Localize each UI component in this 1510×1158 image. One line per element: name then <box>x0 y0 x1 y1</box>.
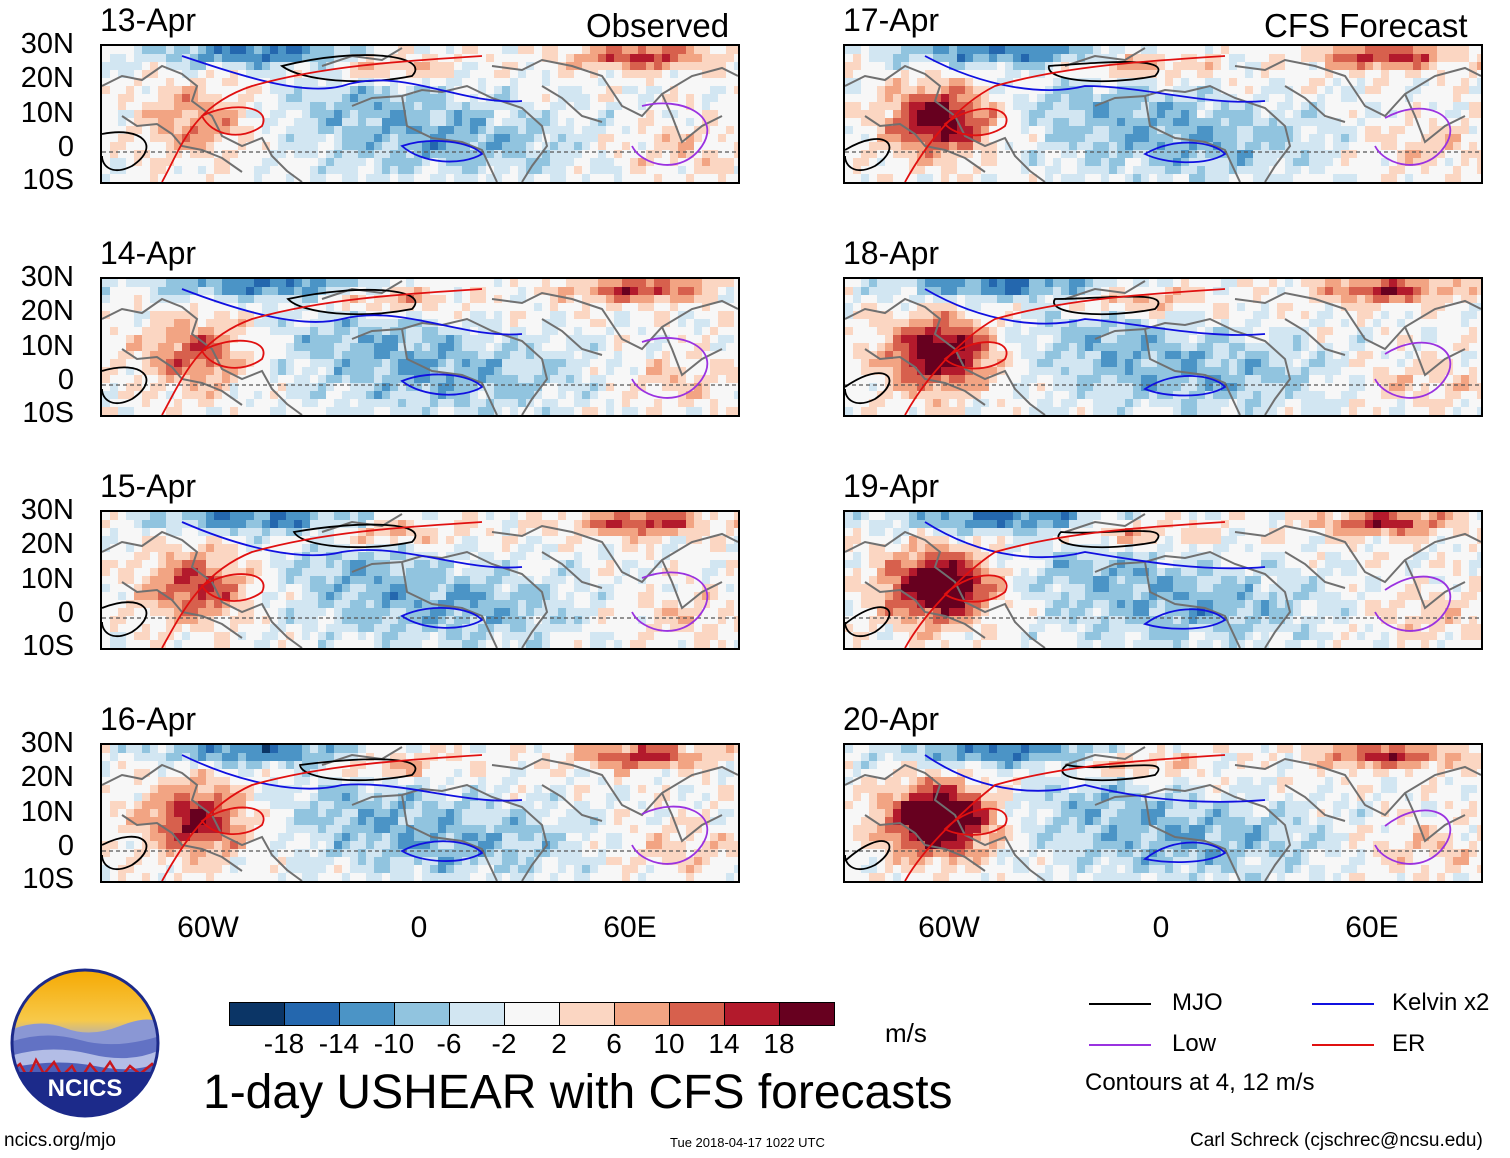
lat-label-row4-3: 10N <box>20 796 74 828</box>
lat-label-row3-3: 10N <box>20 563 74 595</box>
colorbar-swatch-11 <box>779 1002 835 1026</box>
colorbar-tick-8: 10 <box>653 1028 685 1059</box>
map-panel-right-4 <box>843 743 1483 883</box>
lat-label-row1-3: 10N <box>20 97 74 129</box>
lat-label-row3-5: 10S <box>22 630 74 662</box>
colorbar-tick-2: -14 <box>318 1028 360 1059</box>
colorbar-swatch-1 <box>229 1002 285 1026</box>
lat-label-row1-2: 20N <box>20 62 74 94</box>
lat-label-row1-4: 0 <box>57 131 74 163</box>
legend-label-low: Low <box>1172 1030 1217 1057</box>
forecast-header: CFS Forecast <box>1264 7 1468 44</box>
legend-label-mjo: MJO <box>1172 989 1223 1016</box>
figure-title: 1-day USHEAR with CFS forecasts <box>203 1066 953 1119</box>
footer-timestamp: Tue 2018-04-17 1022 UTC <box>670 1135 825 1150</box>
lat-label-row1-5: 10S <box>22 164 74 196</box>
colorbar-tick-7: 6 <box>606 1028 622 1059</box>
map-panel-right-2 <box>843 277 1483 417</box>
colorbar-tick-1: -18 <box>263 1028 305 1059</box>
footer-url: ncics.org/mjo <box>4 1130 116 1151</box>
footer-author: Carl Schreck (cjschrec@ncsu.edu) <box>1190 1130 1483 1151</box>
legend-label-kelvin: Kelvin x2 <box>1392 989 1490 1016</box>
colorbar-swatch-8 <box>614 1002 670 1026</box>
lon-label-right-0: 0 <box>1152 911 1170 944</box>
lat-label-row3-1: 30N <box>20 494 74 526</box>
colorbar-tick-10: 18 <box>763 1028 795 1059</box>
legend-line-low <box>1089 1044 1151 1046</box>
lat-label-row2-1: 30N <box>20 261 74 293</box>
colorbar-tick-4: -6 <box>436 1028 462 1059</box>
colorbar-swatch-7 <box>559 1002 615 1026</box>
lat-label-row4-1: 30N <box>20 727 74 759</box>
observed-header: Observed <box>586 7 730 44</box>
colorbar-swatch-4 <box>394 1002 450 1026</box>
lon-label-left-60e: 60E <box>603 911 657 944</box>
panel-date-left-4: 16-Apr <box>100 701 197 737</box>
panel-date-right-2: 18-Apr <box>843 235 940 271</box>
legend-line-er <box>1312 1044 1374 1046</box>
lat-label-row2-5: 10S <box>22 397 74 429</box>
legend-label-er: ER <box>1392 1030 1426 1057</box>
lon-label-right-60e: 60E <box>1345 911 1399 944</box>
lon-label-right-60w: 60W <box>918 911 980 944</box>
lat-label-row3-2: 20N <box>20 528 74 560</box>
map-panel-left-4 <box>100 743 740 883</box>
colorbar-tick-5: -2 <box>491 1028 517 1059</box>
panel-date-right-4: 20-Apr <box>843 701 940 737</box>
colorbar-tick-6: 2 <box>551 1028 567 1059</box>
map-panel-left-1 <box>100 44 740 184</box>
colorbar <box>229 1002 835 1026</box>
lat-label-row2-3: 10N <box>20 330 74 362</box>
lat-label-row4-2: 20N <box>20 761 74 793</box>
lat-label-row4-5: 10S <box>22 863 74 895</box>
lat-label-row2-4: 0 <box>57 364 74 396</box>
panel-date-left-2: 14-Apr <box>100 235 197 271</box>
colorbar-swatch-5 <box>449 1002 505 1026</box>
lat-label-row1-1: 30N <box>20 28 74 60</box>
colorbar-swatch-2 <box>284 1002 340 1026</box>
colorbar-unit: m/s <box>885 1018 927 1048</box>
lat-label-row3-4: 0 <box>57 597 74 629</box>
map-panel-left-3 <box>100 510 740 650</box>
map-panel-right-3 <box>843 510 1483 650</box>
map-panel-left-2 <box>100 277 740 417</box>
colorbar-swatch-9 <box>669 1002 725 1026</box>
panel-date-right-3: 19-Apr <box>843 468 940 504</box>
map-panel-right-1 <box>843 44 1483 184</box>
colorbar-swatch-6 <box>504 1002 560 1026</box>
legend-line-mjo <box>1089 1003 1151 1005</box>
lon-label-left-0: 0 <box>410 911 428 944</box>
lat-label-row2-2: 20N <box>20 295 74 327</box>
logo-text: NCICS <box>48 1075 123 1102</box>
lat-label-row4-4: 0 <box>57 830 74 862</box>
panel-date-right-1: 17-Apr <box>843 2 940 38</box>
contour-note: Contours at 4, 12 m/s <box>1085 1069 1315 1096</box>
colorbar-swatch-3 <box>339 1002 395 1026</box>
colorbar-tick-3: -10 <box>373 1028 415 1059</box>
panel-date-left-3: 15-Apr <box>100 468 197 504</box>
colorbar-tick-9: 14 <box>708 1028 740 1059</box>
legend-line-kelvin <box>1312 1003 1374 1005</box>
panel-date-left-1: 13-Apr <box>100 2 197 38</box>
colorbar-swatch-10 <box>724 1002 780 1026</box>
ncics-logo: NCICS <box>10 968 160 1118</box>
lon-label-left-60w: 60W <box>177 911 239 944</box>
